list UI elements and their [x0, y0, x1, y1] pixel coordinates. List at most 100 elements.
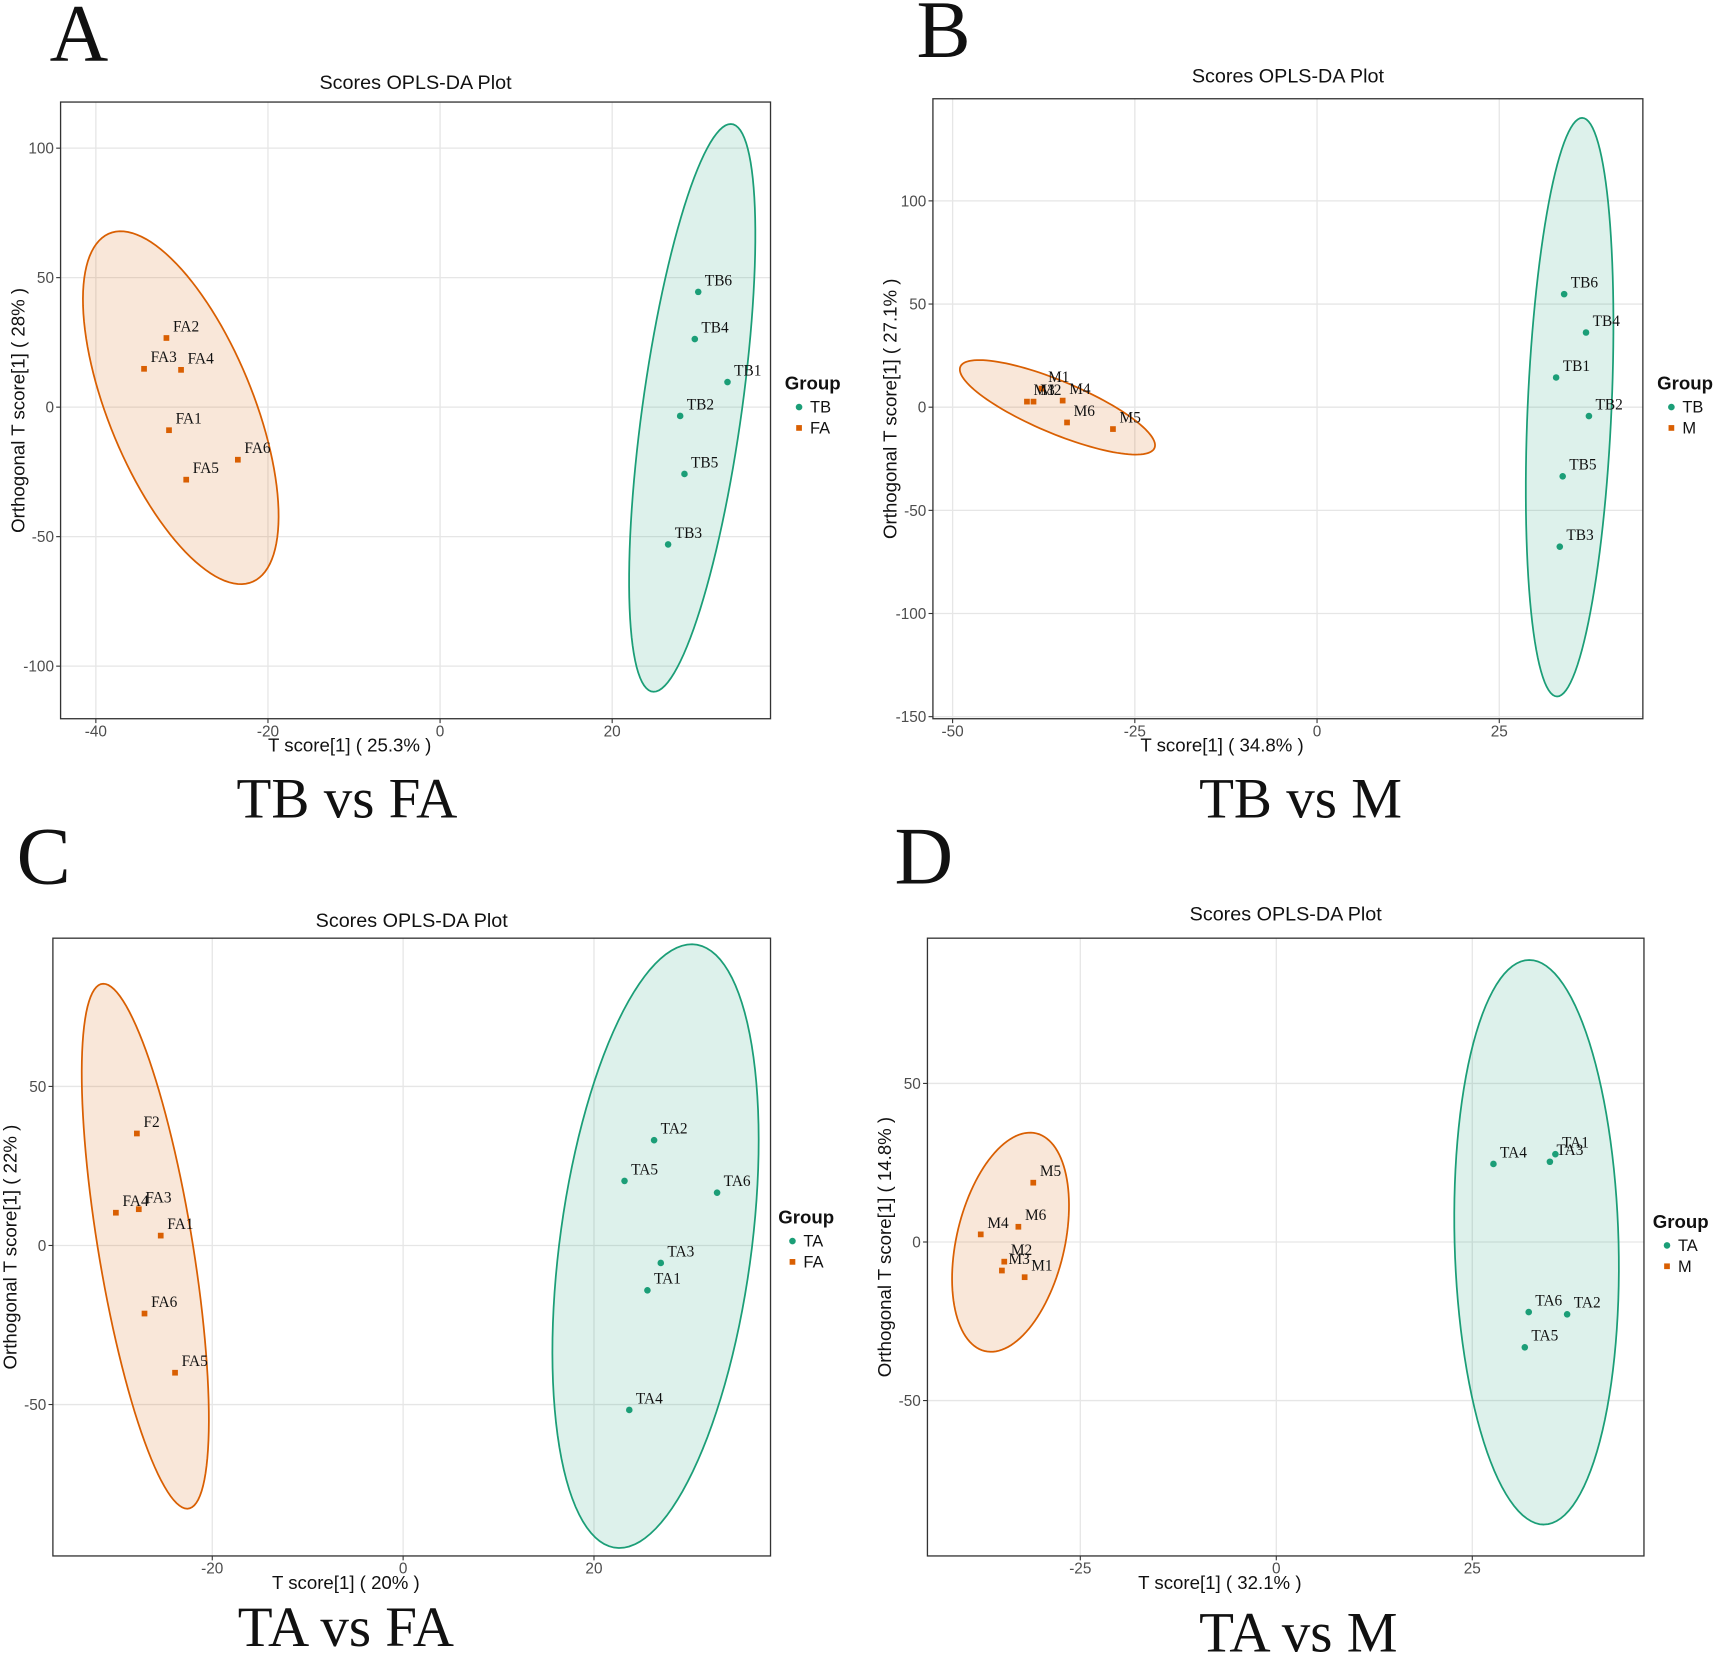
- point-label: FA6: [151, 1294, 177, 1311]
- x-tick-label: 0: [399, 1561, 408, 1578]
- x-tick-label: 20: [604, 723, 621, 740]
- point-label: M2: [1040, 382, 1061, 399]
- point-label: TA6: [724, 1173, 751, 1190]
- y-tick-label: 0: [38, 1238, 47, 1255]
- legend-marker: [1663, 1242, 1671, 1249]
- legend-title: Group: [785, 373, 841, 394]
- point-label: TB3: [1566, 527, 1594, 544]
- point: [1059, 397, 1066, 404]
- x-tick-label: 0: [436, 723, 445, 740]
- legend-marker: [1668, 425, 1675, 431]
- point: [1030, 398, 1037, 405]
- plot-frame: [59, 101, 772, 720]
- point-label: M4: [1069, 381, 1091, 398]
- y-tick-label: 100: [28, 141, 54, 158]
- plot-background: [932, 98, 1643, 719]
- legend-label: FA: [803, 1253, 823, 1271]
- point: [172, 1369, 178, 1376]
- point: [999, 1267, 1005, 1274]
- point: [1563, 1311, 1571, 1318]
- point-label: TA4: [636, 1390, 663, 1407]
- point: [691, 335, 699, 343]
- point-label: TA2: [661, 1121, 688, 1138]
- point: [625, 1406, 633, 1414]
- confidence-ellipse: [951, 1131, 1070, 1353]
- y-axis-title: Orthogonal T score[1] ( 22% ): [0, 1125, 21, 1370]
- point: [1525, 1308, 1533, 1316]
- point: [1490, 1160, 1497, 1168]
- confidence-ellipse: [80, 982, 210, 1510]
- point: [163, 335, 170, 341]
- point: [694, 288, 702, 296]
- x-axis-title: T score[1] ( 32.1% ): [1138, 1572, 1301, 1593]
- x-axis-title: T score[1] ( 20% ): [272, 1572, 420, 1593]
- y-tick-label: 0: [912, 1234, 921, 1251]
- x-tick-label: -40: [85, 723, 107, 740]
- point: [713, 1189, 721, 1196]
- legend-label: TB: [1682, 399, 1703, 417]
- point: [977, 1231, 984, 1238]
- point: [1552, 1150, 1559, 1158]
- panel-letter: D: [895, 811, 954, 901]
- point-label: TA3: [1556, 1142, 1583, 1159]
- point: [1521, 1343, 1529, 1351]
- point-label: TB1: [734, 362, 761, 379]
- point-label: TB4: [701, 319, 729, 336]
- legend-title: Group: [778, 1206, 834, 1227]
- point: [157, 1232, 164, 1239]
- y-tick-label: 0: [45, 400, 54, 417]
- plot-background: [52, 938, 771, 1556]
- point-label: M2: [1011, 1242, 1032, 1259]
- point-label: FA6: [244, 440, 270, 457]
- x-tick-label: 20: [585, 1561, 602, 1578]
- legend-label: FA: [810, 419, 830, 437]
- point-label: TA4: [1500, 1144, 1527, 1161]
- point-label: M6: [1074, 403, 1096, 420]
- point: [183, 476, 190, 483]
- y-tick-label: 100: [901, 193, 927, 210]
- panel-letter: B: [916, 0, 970, 75]
- point-label: TB5: [691, 454, 719, 471]
- point-label: FA4: [122, 1193, 148, 1210]
- point-label: FA4: [188, 350, 214, 367]
- point-label: TB2: [1596, 396, 1623, 413]
- legend-label: TA: [803, 1233, 823, 1251]
- plot-frame: [932, 98, 1644, 720]
- x-axis-title: T score[1] ( 34.8% ): [1140, 735, 1303, 756]
- y-tick-label: 50: [904, 1076, 921, 1093]
- plot-frame: [52, 937, 772, 1557]
- point-label: TA1: [1562, 1135, 1589, 1152]
- x-tick-label: 25: [1464, 1561, 1481, 1578]
- panel: D Scores OPLS-DA Plot -25 0 25 -50 0 50 TA1 TA4 TA…: [874, 811, 1708, 1658]
- point: [141, 365, 147, 372]
- point-label: FA5: [193, 460, 219, 477]
- point: [657, 1259, 665, 1267]
- legend-label: TA: [1678, 1237, 1698, 1255]
- legend-label: M: [1678, 1258, 1692, 1276]
- x-tick-label: -20: [257, 723, 279, 740]
- y-tick-label: -100: [23, 659, 54, 676]
- x-tick-label: -25: [1069, 1561, 1091, 1578]
- point: [166, 427, 172, 434]
- point: [141, 1310, 148, 1317]
- panel: C Scores OPLS-DA Plot -20 0 20 -50 0 50 TA2 TA5 TA…: [0, 811, 834, 1658]
- point: [1552, 374, 1560, 381]
- point-label: TB1: [1563, 358, 1590, 375]
- point: [1015, 1223, 1022, 1230]
- point: [1560, 290, 1568, 298]
- point-label: TA5: [631, 1161, 658, 1178]
- confidence-ellipse: [1524, 116, 1615, 698]
- point-label: M1: [1031, 1258, 1052, 1275]
- point-label: M4: [987, 1215, 1009, 1232]
- point: [664, 541, 672, 548]
- x-tick-label: 0: [1313, 723, 1322, 740]
- y-tick-label: -50: [24, 1397, 46, 1414]
- y-tick-label: 0: [918, 400, 927, 417]
- x-tick-label: 25: [1491, 723, 1508, 740]
- plot-background: [60, 102, 771, 719]
- x-tick-label: -25: [1124, 723, 1146, 740]
- legend-marker: [789, 1259, 796, 1265]
- point: [134, 1130, 140, 1137]
- y-tick-label: -50: [899, 1393, 921, 1410]
- y-axis-title: Orthogonal T score[1] ( 14.8% ): [874, 1117, 895, 1377]
